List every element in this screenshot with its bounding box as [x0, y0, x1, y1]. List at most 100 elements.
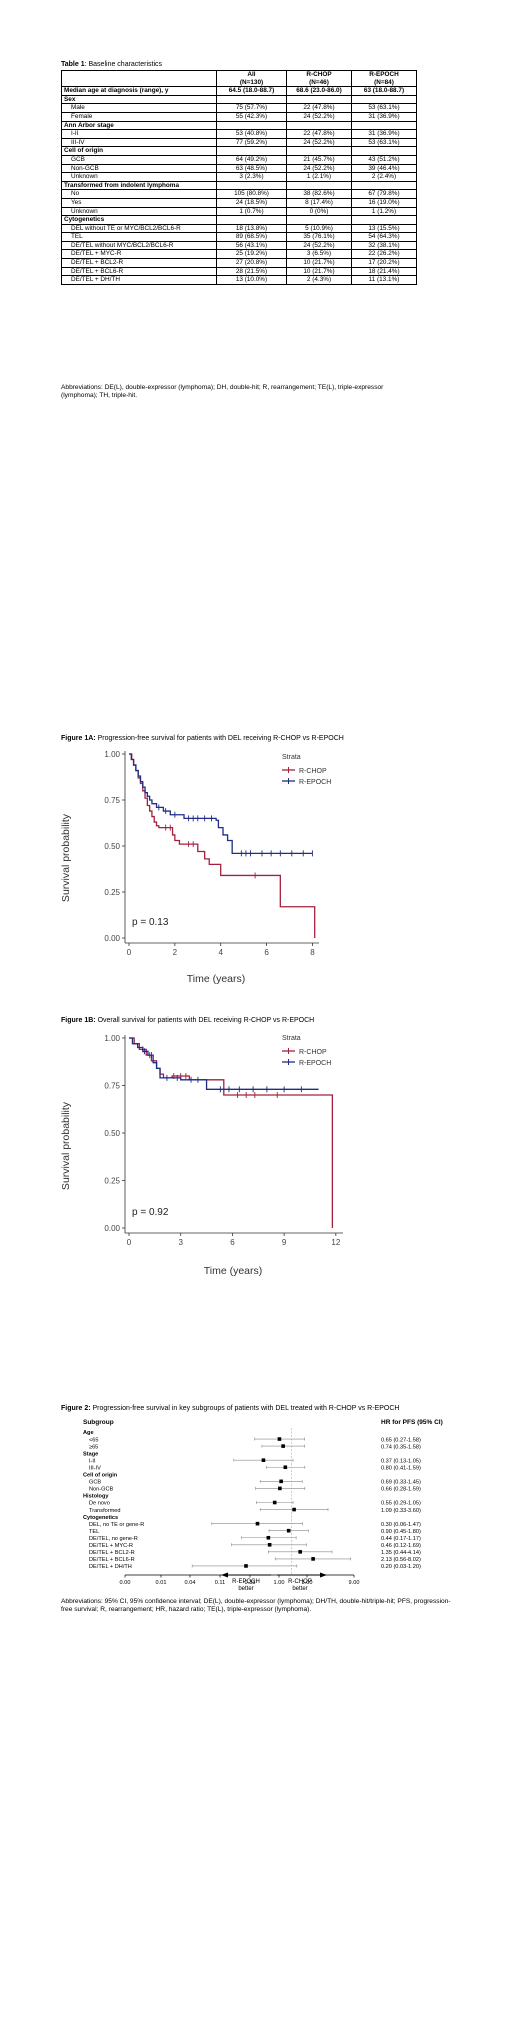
- hr-value: 0.44 (0.17-1.17): [381, 1536, 421, 1542]
- hr-value: 0.30 (0.06-1.47): [381, 1522, 421, 1528]
- row-value: [216, 146, 287, 156]
- y-tick-label: 0.50: [104, 1129, 120, 1138]
- x-tick-label: 1.00: [274, 1580, 285, 1584]
- row-value: 2 (4.3%): [286, 275, 352, 285]
- row-label: Ann Arbor stage: [61, 120, 217, 131]
- hr-value: 0.74 (0.35-1.58): [381, 1444, 421, 1450]
- right-arrow-head: [320, 1572, 327, 1578]
- subgroup-header: Cell of origin: [83, 1473, 118, 1479]
- row-value: [216, 94, 287, 105]
- row-value: 27 (20.8%): [216, 258, 287, 268]
- table-body: Median age at diagnosis (range), y 64.5 (…: [61, 86, 417, 285]
- row-value: [286, 215, 352, 225]
- table-row: GCB 64 (49.2%) 21 (45.7%) 43 (51.2%): [61, 154, 417, 165]
- direction-arrows: [221, 1572, 327, 1578]
- header-label: [61, 69, 217, 88]
- y-tick-label: 1.00: [104, 1034, 120, 1043]
- y-tick-label: 0.00: [104, 934, 120, 943]
- x-tick-label: 0.01: [156, 1580, 167, 1584]
- x-tick-label: 6: [230, 1238, 235, 1247]
- p-value: p = 0.92: [132, 1207, 169, 1218]
- subgroup-header: Cytogenetics: [83, 1515, 118, 1521]
- figure1b-km-chart: 0.00 0.25 0.50 0.75 1.00 0 3 6 9 12 Survival prob…: [60, 1034, 343, 1277]
- subgroup-header: Histology: [83, 1494, 109, 1500]
- subgroup-label: DE/TEL + BCL6-R: [89, 1557, 135, 1563]
- hr-value: 0.20 (0.03-1.20): [381, 1564, 421, 1570]
- hr-value: 2.13 (0.56-8.02): [381, 1557, 421, 1563]
- subgroup-label: DE/TEL + DH/TH: [89, 1564, 132, 1570]
- table-row: Cytogenetics: [61, 215, 417, 225]
- y-tick-label: 0.50: [104, 842, 120, 851]
- row-value: 16 (19.0%): [351, 197, 417, 208]
- hr-point: [281, 1444, 285, 1448]
- subgroup-header: Stage: [83, 1451, 98, 1457]
- row-value: 67 (79.8%): [351, 189, 417, 199]
- table-row: Yes 24 (18.5%) 8 (17.4%) 16 (19.0%): [61, 197, 417, 208]
- subgroup-header: Age: [83, 1430, 94, 1436]
- row-value: 63 (48.5%): [216, 163, 287, 174]
- row-value: 24 (18.5%): [216, 197, 287, 208]
- row-value: 22 (26.2%): [351, 249, 417, 260]
- legend-label-repoch: R-EPOCH: [299, 779, 331, 786]
- x-tick-label: 12: [331, 1238, 340, 1247]
- y-tick-label: 0.00: [104, 1224, 120, 1233]
- legend-label-rchop: R-CHOP: [299, 768, 327, 775]
- x-tick-label: 9: [282, 1238, 287, 1247]
- subgroup-label: Non-GCB: [89, 1487, 114, 1493]
- table-row: Ann Arbor stage: [61, 120, 417, 131]
- row-value: 13 (15.5%): [351, 223, 417, 234]
- row-value: [286, 146, 352, 156]
- subgroup-label: III-IV: [89, 1465, 101, 1471]
- row-label: Cell of origin: [61, 146, 217, 156]
- figure2-forest-plot: Subgroup HR for PFS (95% CI) Age<65 0.65 …: [83, 1419, 443, 1584]
- x-tick-label: 4: [218, 948, 223, 957]
- hr-value: 0.37 (0.13-1.05): [381, 1458, 421, 1464]
- y-tick-label: 1.00: [104, 750, 120, 759]
- row-value: 5 (10.9%): [286, 223, 352, 234]
- row-value: 13 (10.0%): [216, 275, 287, 285]
- subgroup-label: <65: [89, 1437, 99, 1443]
- table-row: III-IV 77 (59.2%) 24 (52.2%) 53 (63.1%): [61, 137, 417, 148]
- table-row: DE/TEL + MYC-R 25 (19.2%) 3 (6.5%) 22 (26.2…: [61, 249, 417, 260]
- row-value: 22 (47.8%): [286, 129, 352, 139]
- table-row: DEL without TE or MYC/BCL2/BCL6-R 18 (13.…: [61, 223, 417, 234]
- row-label: DE/TEL without MYC/BCL2/BCL6-R: [61, 240, 217, 251]
- row-label: Non-GCB: [61, 163, 217, 174]
- row-value: 56 (43.1%): [216, 240, 287, 251]
- figure1a-km-chart: 0.00 0.25 0.50 0.75 1.00 0 2 4 6 8 Survival proba…: [60, 750, 331, 985]
- row-value: 1 (1.2%): [351, 206, 417, 217]
- legend-title: Strata: [282, 1035, 301, 1042]
- row-value: [216, 180, 287, 191]
- row-value: 63 (18.0-88.7): [351, 86, 417, 96]
- row-value: [351, 120, 417, 131]
- hr-point: [292, 1507, 296, 1512]
- row-value: 55 (42.3%): [216, 111, 287, 122]
- row-label: DEL without TE or MYC/BCL2/BCL6-R: [61, 223, 217, 234]
- row-label: Cytogenetics: [61, 215, 217, 225]
- row-value: 10 (21.7%): [286, 258, 352, 268]
- table-row: Sex: [61, 94, 417, 105]
- row-value: 18 (13.8%): [216, 223, 287, 234]
- table-row: TEL 89 (68.5%) 35 (76.1%) 54 (64.3%): [61, 232, 417, 242]
- row-value: 53 (63.1%): [351, 137, 417, 148]
- y-axis-label: Survival probability: [60, 1101, 72, 1190]
- hr-point: [261, 1458, 266, 1462]
- row-label: TEL: [61, 232, 217, 242]
- row-label: Transformed from indolent lymphoma: [61, 180, 217, 191]
- subgroup-column-header: Subgroup: [83, 1419, 114, 1426]
- x-tick-label: 0.33: [245, 1580, 256, 1584]
- row-label: GCB: [61, 154, 217, 165]
- km-curve-r-epoch: [129, 1037, 319, 1090]
- subgroup-label: ≥65: [89, 1444, 98, 1450]
- table-row: DE/TEL without MYC/BCL2/BCL6-R 56 (43.1%)…: [61, 240, 417, 251]
- table-row: No 105 (80.8%) 38 (82.6%) 67 (79.8%): [61, 189, 417, 199]
- y-tick-label: 0.25: [104, 1177, 120, 1186]
- row-value: 22 (47.8%): [286, 103, 352, 113]
- y-tick-label: 0.75: [104, 1082, 120, 1091]
- hr-point: [277, 1437, 282, 1441]
- row-label: Sex: [61, 94, 217, 105]
- y-axis-label: Survival probability: [60, 813, 72, 902]
- hr-point: [255, 1521, 260, 1526]
- table1-abbreviations: Abbreviations: DE(L), double-expressor (…: [61, 384, 384, 400]
- row-label: III-IV: [61, 137, 217, 148]
